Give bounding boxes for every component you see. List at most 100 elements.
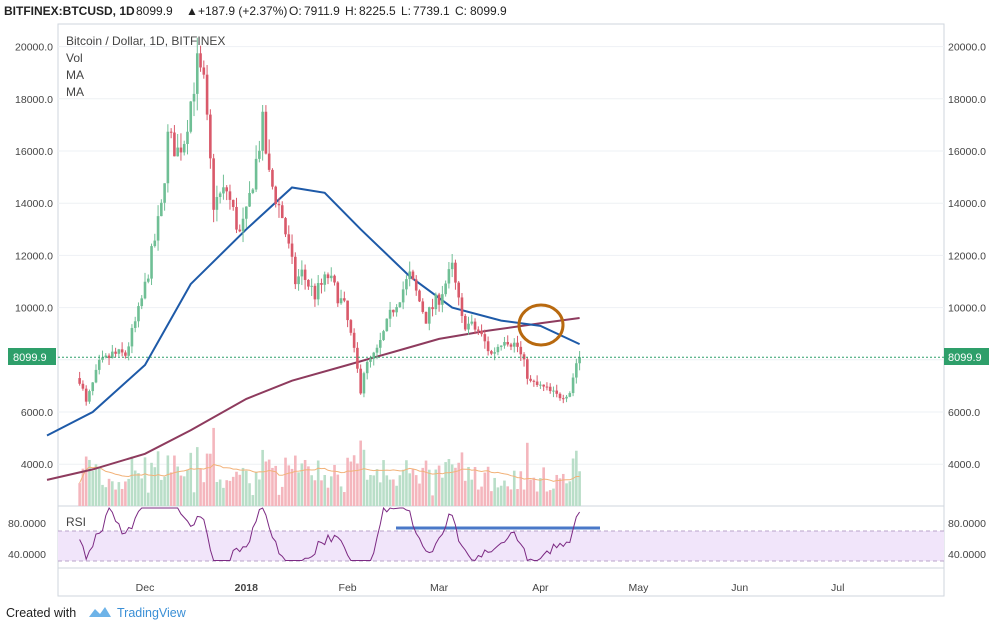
candle-body: [307, 279, 310, 287]
candle-body: [372, 352, 376, 359]
volume-bar: [316, 460, 320, 506]
volume-bar: [346, 457, 349, 506]
volume-bar: [169, 472, 173, 506]
candle-body: [385, 318, 389, 332]
volume-bar: [411, 469, 415, 506]
volume-bar: [480, 486, 483, 506]
candle-body: [470, 321, 474, 324]
volume-bar: [496, 487, 500, 506]
price-tick-left: 12000.0: [15, 250, 53, 262]
candle-body: [274, 186, 278, 205]
candle-body: [346, 300, 349, 321]
price-tick-left: 6000.0: [21, 407, 53, 419]
candle-body: [480, 330, 483, 335]
volume-bar: [365, 479, 369, 506]
price-axis-ticks: 4000.04000.06000.06000.08000.08000.01000…: [15, 42, 986, 472]
volume-bar: [271, 467, 274, 506]
volume-bar: [418, 483, 421, 506]
candle-body: [496, 346, 500, 353]
volume-bar: [339, 486, 343, 506]
volume-bar: [235, 471, 238, 506]
candle-body: [182, 143, 186, 153]
created-with-text: Created with: [6, 606, 77, 620]
volume-bar: [320, 480, 323, 506]
volume-bar: [101, 484, 104, 506]
candle-body: [339, 298, 343, 304]
volume-bar: [88, 459, 91, 506]
volume-bar: [499, 485, 503, 506]
candle-body: [84, 388, 88, 402]
volume-bar: [225, 480, 228, 506]
volume-bar: [297, 472, 300, 506]
price-tick-right: 20000.0: [948, 42, 986, 54]
volume-bar: [558, 478, 562, 506]
candle-body: [460, 297, 464, 316]
volume-bar: [473, 466, 477, 506]
volume-bar: [228, 480, 232, 506]
candlesticks[interactable]: [78, 37, 581, 406]
candle-body: [535, 381, 539, 386]
candle-body: [241, 218, 245, 232]
volume-bar: [140, 478, 144, 506]
ma-slow-line[interactable]: [46, 317, 580, 481]
volume-bar: [535, 491, 539, 506]
volume-bar: [284, 457, 287, 506]
candle-body: [146, 278, 150, 282]
volume-bar: [303, 459, 307, 506]
candle-body: [529, 378, 532, 381]
candle-body: [467, 323, 470, 330]
candle-body: [411, 271, 415, 280]
candle-body: [539, 384, 542, 386]
volume-bar: [222, 487, 225, 506]
candle-body: [114, 351, 117, 354]
candle-body: [163, 183, 166, 203]
price-tick-right: 4000.0: [948, 459, 980, 471]
candle-body: [447, 269, 451, 284]
volume-bar: [398, 475, 402, 506]
volume-bar: [503, 480, 506, 506]
rsi-tick-80-right: 80.0000: [948, 518, 986, 530]
volume-bar: [519, 471, 523, 506]
volume-bar: [369, 475, 372, 506]
ma-fast-line[interactable]: [46, 186, 581, 437]
candle-body: [81, 383, 85, 389]
volume-bar: [395, 485, 398, 506]
volume-bar: [548, 490, 552, 506]
candle-body: [503, 342, 506, 346]
volume-bar: [506, 486, 510, 506]
candle-body: [555, 390, 559, 394]
volume-bar: [146, 492, 150, 506]
rsi-tick-80-left: 80.0000: [8, 518, 46, 530]
tradingview-link[interactable]: TradingView: [117, 606, 186, 620]
volume-bar: [274, 465, 278, 506]
price-tick-left: 18000.0: [15, 94, 53, 106]
candle-body: [264, 111, 268, 154]
volume-bar: [378, 482, 382, 506]
candle-body: [228, 191, 232, 200]
volume-bar: [454, 467, 457, 506]
candle-body: [401, 289, 405, 303]
candle-body: [365, 361, 369, 374]
candle-body: [277, 204, 281, 206]
candle-body: [120, 349, 124, 353]
candle-body: [450, 262, 454, 270]
volume-bar: [450, 464, 454, 506]
candle-body: [323, 274, 327, 285]
candle-body: [153, 240, 157, 247]
footer: Created with TradingView: [0, 598, 999, 631]
candle-body: [251, 189, 255, 193]
candle-body: [571, 377, 575, 394]
volume-bar: [444, 462, 447, 506]
volume-bar: [189, 452, 193, 506]
candle-body: [437, 294, 441, 305]
candle-body: [143, 281, 147, 299]
candle-body: [294, 256, 297, 285]
candle-body: [444, 283, 447, 295]
candle-body: [150, 246, 153, 279]
volume-bar: [434, 469, 438, 506]
price-tick-left: 20000.0: [15, 42, 53, 54]
volume-bar: [91, 470, 95, 506]
volume-bar: [290, 468, 294, 506]
candle-body: [395, 307, 398, 313]
